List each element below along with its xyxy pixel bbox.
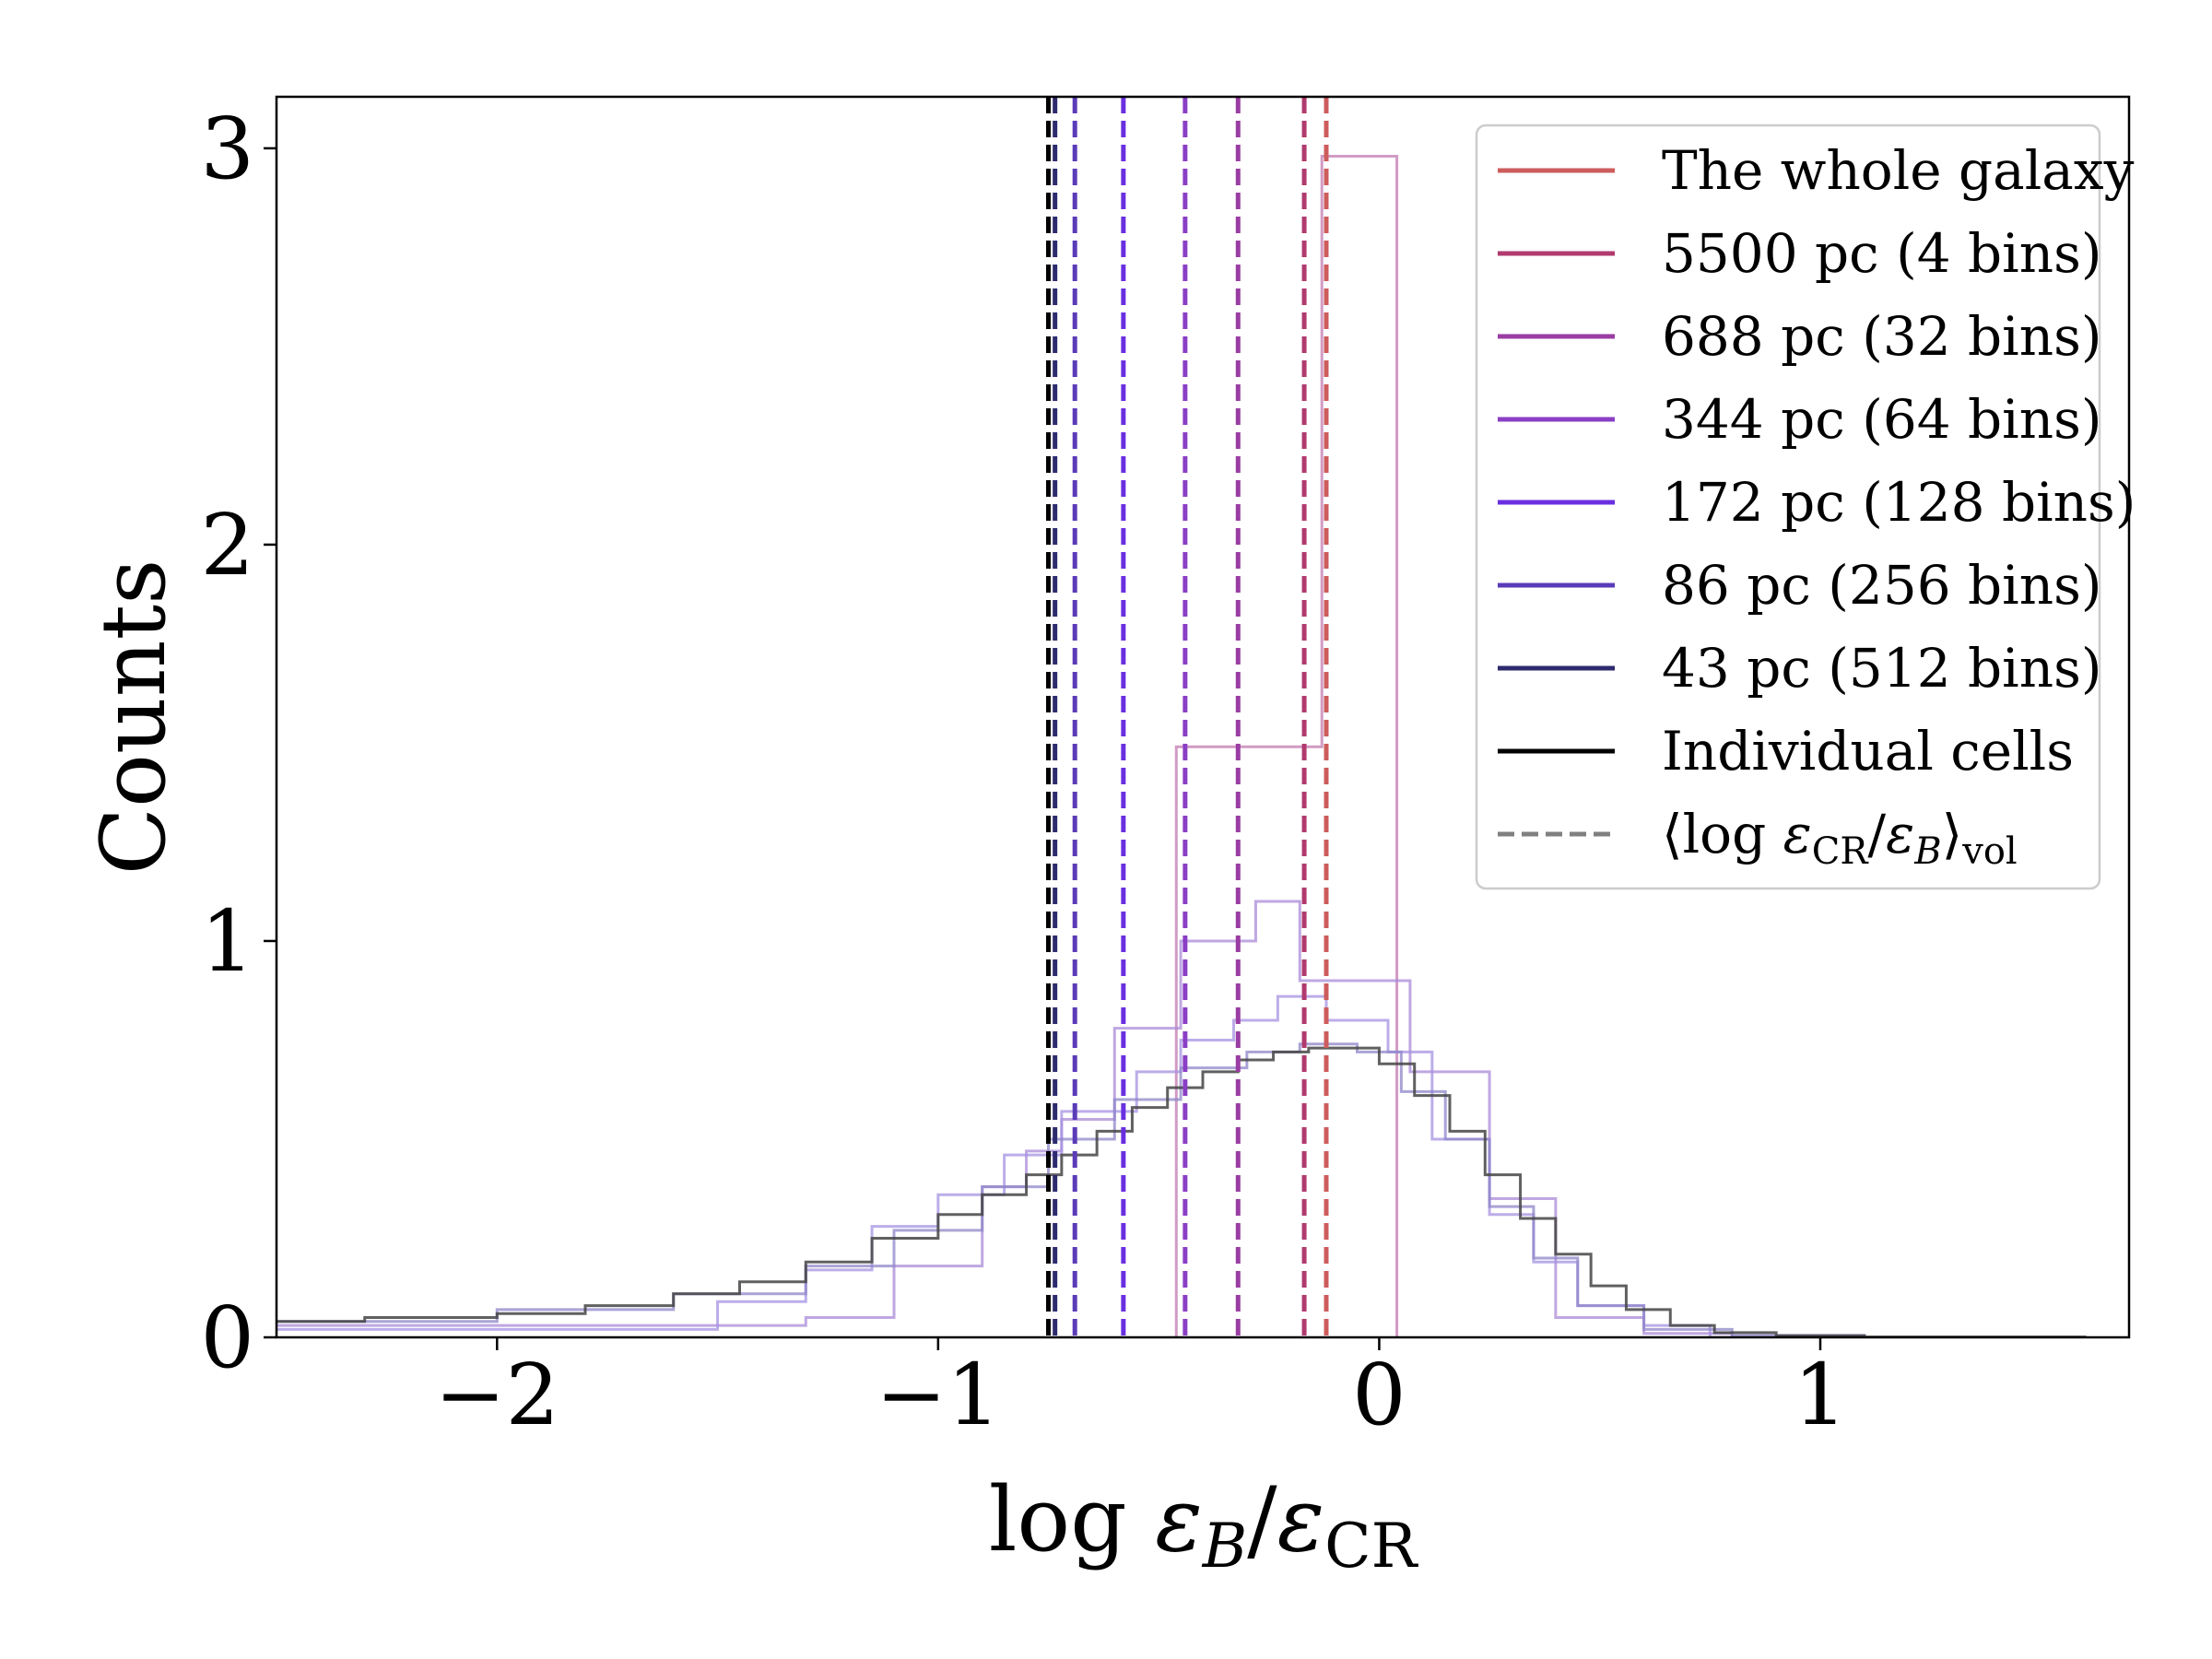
x-tick-label-3: 1 — [1794, 1346, 1848, 1444]
legend-label-0: The whole galaxy — [1662, 139, 2135, 202]
legend-label-6: 43 pc (512 bins) — [1662, 637, 2101, 700]
legend-label-2: 688 pc (32 bins) — [1662, 305, 2101, 368]
hist-series-0 — [1174, 155, 1399, 1337]
y-tick-label-0: 0 — [200, 1288, 254, 1387]
y-tick-label-1: 1 — [200, 892, 254, 991]
legend-label-5: 86 pc (256 bins) — [1662, 554, 2101, 617]
legend: The whole galaxy 5500 pc (4 bins) 688 pc (… — [1475, 124, 2136, 890]
legend-label-4: 172 pc (128 bins) — [1662, 471, 2136, 534]
legend-frame — [1475, 124, 2101, 890]
y-axis-ticks: 0 1 2 3 — [200, 100, 276, 1387]
legend-label-8: ⟨log εCR/εB⟩vol — [1662, 803, 2018, 873]
x-tick-label-1: −1 — [876, 1346, 1001, 1444]
x-axis-ticks: −2 −1 0 1 — [434, 1337, 1847, 1444]
x-tick-label-2: 0 — [1352, 1346, 1406, 1444]
y-tick-label-2: 2 — [200, 496, 254, 594]
plot-area — [276, 97, 2087, 1337]
legend-label-7: Individual cells — [1662, 720, 2074, 782]
legend-label-3: 344 pc (64 bins) — [1662, 388, 2101, 451]
x-tick-label-0: −2 — [434, 1346, 559, 1444]
axes-frame — [275, 95, 2131, 1339]
legend-label-1: 5500 pc (4 bins) — [1662, 222, 2101, 285]
histogram-layer — [276, 155, 2087, 1337]
mean-lines-layer — [1046, 97, 1329, 1337]
legend-items: The whole galaxy 5500 pc (4 bins) 688 pc (… — [1498, 139, 2136, 873]
y-tick-label-3: 3 — [200, 100, 254, 198]
y-axis-title: Counts — [82, 559, 185, 876]
